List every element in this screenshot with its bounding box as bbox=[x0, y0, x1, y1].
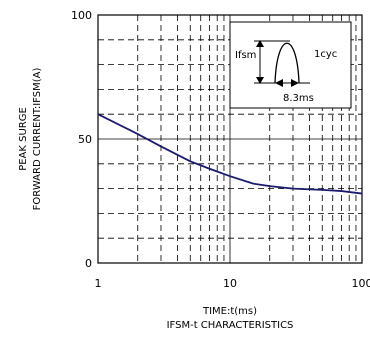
x-axis-title: TIME:t(ms) bbox=[202, 306, 257, 317]
x-tick-label: 1 bbox=[95, 277, 102, 290]
chart-title: IFSM-t CHARACTERISTICS bbox=[167, 320, 294, 331]
y-tick-label: 50 bbox=[78, 133, 92, 146]
inset-label-ifsm: Ifsm bbox=[235, 50, 256, 61]
x-tick-label: 10 bbox=[223, 277, 237, 290]
y-tick-label: 0 bbox=[85, 257, 92, 270]
inset-label-duration: 8.3ms bbox=[283, 93, 314, 104]
inset-ifsm-arrow-down bbox=[256, 77, 264, 84]
y-axis-title-line2: FORWARD CURRENT:IFSM(A) bbox=[32, 68, 43, 211]
inset-box bbox=[229, 21, 352, 109]
series-layer bbox=[97, 113, 363, 195]
y-axis-title-line1: PEAK SURGE bbox=[18, 107, 29, 171]
y-tick-label: 100 bbox=[71, 9, 92, 22]
inset-half-sine bbox=[274, 42, 300, 84]
inset-duration-arrow-left bbox=[275, 79, 283, 87]
inset-ifsm-arrow-up bbox=[256, 40, 264, 47]
inset-duration-arrow-right bbox=[291, 79, 299, 87]
plot-frame bbox=[97, 14, 363, 264]
series-line bbox=[97, 113, 363, 195]
inset-diagram: Ifsm 1cyc 8.3ms bbox=[229, 21, 352, 109]
x-tick-label: 100 bbox=[352, 277, 370, 290]
tick-layer: 1 10 100 0 50 100 bbox=[71, 9, 370, 290]
inset-label-cycle: 1cyc bbox=[314, 49, 337, 60]
